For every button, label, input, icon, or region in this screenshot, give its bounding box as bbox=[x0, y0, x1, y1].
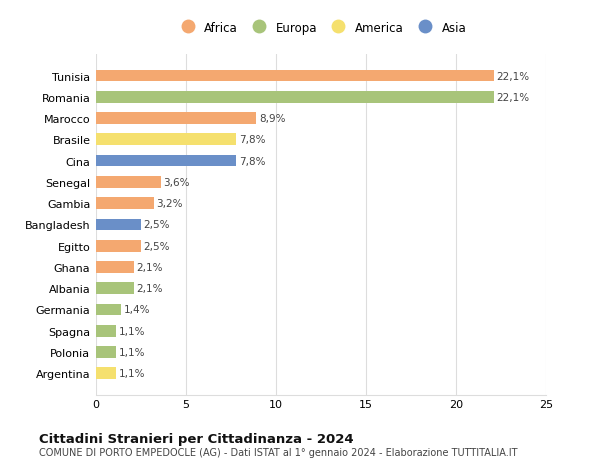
Text: 1,1%: 1,1% bbox=[119, 347, 145, 357]
Bar bbox=[96, 262, 134, 273]
Bar bbox=[96, 219, 141, 231]
Bar bbox=[96, 368, 116, 379]
Bar bbox=[96, 241, 141, 252]
Bar bbox=[96, 198, 154, 209]
Bar bbox=[96, 347, 116, 358]
Text: 3,2%: 3,2% bbox=[156, 199, 183, 209]
Text: 2,1%: 2,1% bbox=[137, 284, 163, 294]
Text: 2,1%: 2,1% bbox=[137, 263, 163, 272]
Text: 3,6%: 3,6% bbox=[163, 178, 190, 187]
Text: 22,1%: 22,1% bbox=[497, 71, 530, 81]
Text: Cittadini Stranieri per Cittadinanza - 2024: Cittadini Stranieri per Cittadinanza - 2… bbox=[39, 432, 353, 445]
Bar bbox=[96, 113, 256, 125]
Text: 1,1%: 1,1% bbox=[119, 369, 145, 379]
Bar bbox=[96, 71, 494, 82]
Legend: Africa, Europa, America, Asia: Africa, Europa, America, Asia bbox=[171, 17, 471, 39]
Bar bbox=[96, 177, 161, 188]
Text: 7,8%: 7,8% bbox=[239, 135, 266, 145]
Bar bbox=[96, 92, 494, 103]
Text: COMUNE DI PORTO EMPEDOCLE (AG) - Dati ISTAT al 1° gennaio 2024 - Elaborazione TU: COMUNE DI PORTO EMPEDOCLE (AG) - Dati IS… bbox=[39, 448, 517, 458]
Text: 1,1%: 1,1% bbox=[119, 326, 145, 336]
Bar bbox=[96, 283, 134, 294]
Text: 22,1%: 22,1% bbox=[497, 93, 530, 102]
Text: 2,5%: 2,5% bbox=[144, 241, 170, 251]
Text: 1,4%: 1,4% bbox=[124, 305, 151, 315]
Bar bbox=[96, 325, 116, 337]
Text: 2,5%: 2,5% bbox=[144, 220, 170, 230]
Bar bbox=[96, 156, 236, 167]
Text: 8,9%: 8,9% bbox=[259, 114, 286, 124]
Bar bbox=[96, 304, 121, 316]
Text: 7,8%: 7,8% bbox=[239, 156, 266, 166]
Bar bbox=[96, 134, 236, 146]
